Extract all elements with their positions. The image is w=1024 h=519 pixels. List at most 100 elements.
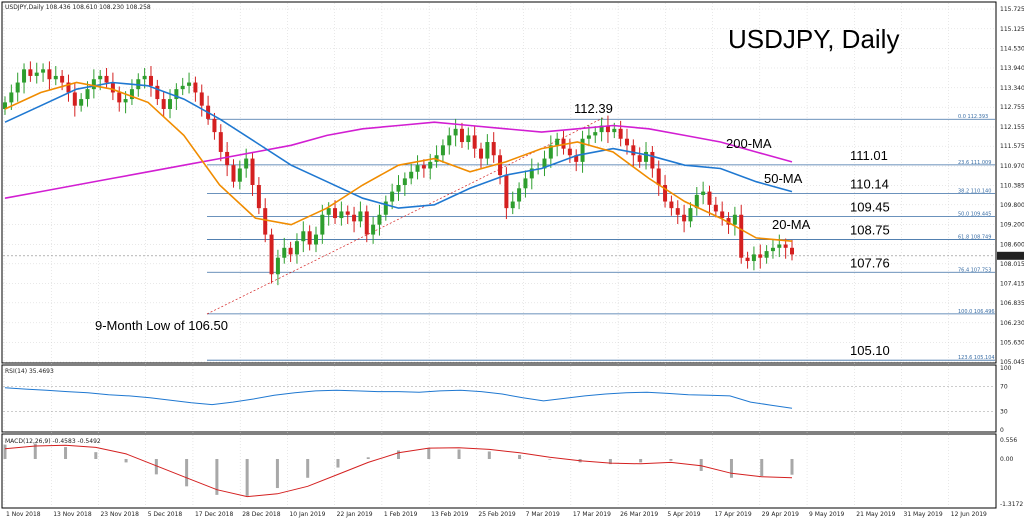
- candle-body: [624, 138, 629, 146]
- candle-body: [790, 247, 794, 255]
- candle-body: [117, 92, 122, 103]
- x-tick-label: 25 Feb 2019: [478, 511, 516, 518]
- candle-body: [701, 191, 706, 195]
- candle-body: [28, 69, 33, 76]
- candle-body: [72, 92, 77, 106]
- candle-body: [263, 208, 268, 235]
- candle-body: [256, 185, 261, 209]
- rsi-tick-label: 100: [1000, 365, 1012, 372]
- high-label: 112.39: [574, 101, 613, 116]
- y-tick-label: 112.755: [1000, 104, 1024, 111]
- candlesticks: [3, 61, 794, 286]
- candle-body: [434, 155, 439, 162]
- macd-title: MACD(12,26,9) -0.4583 -0.5492: [5, 438, 101, 445]
- chart-title: USDJPY, Daily: [728, 24, 899, 54]
- candle-body: [98, 75, 103, 80]
- macd-panel-frame: [1, 433, 997, 509]
- x-tick-label: 17 Mar 2019: [573, 511, 611, 518]
- candle-body: [491, 142, 496, 156]
- candle-body: [440, 145, 445, 156]
- candle-body: [282, 247, 287, 258]
- rsi-tick-label: 0: [1000, 427, 1004, 434]
- candle-body: [644, 151, 649, 162]
- x-tick-label: 12 Jun 2019: [951, 511, 987, 518]
- candle-body: [726, 218, 731, 225]
- candle-body: [301, 231, 306, 242]
- candle-body: [168, 99, 173, 109]
- y-tick-label: 108.600: [1000, 241, 1024, 248]
- macd-bar: [608, 458, 612, 465]
- grid-lines: [3, 3, 995, 507]
- y-tick-label: 115.725: [1000, 6, 1024, 13]
- y-tick-label: 111.575: [1000, 143, 1024, 150]
- candle-body: [22, 69, 27, 83]
- y-tick-label: 109.800: [1000, 202, 1024, 209]
- candle-body: [447, 135, 452, 146]
- candle-body: [129, 89, 134, 100]
- candle-body: [390, 191, 395, 202]
- rsi-title: RSI(14) 35.4693: [5, 368, 54, 375]
- candle-body: [561, 138, 566, 149]
- macd-indicator: 0.556 0.00 -1.3172: [3, 437, 1023, 508]
- candle-body: [466, 135, 471, 143]
- fib-ratio-label: 50.0 109.445: [958, 211, 991, 217]
- candle-body: [187, 82, 192, 86]
- y-axis-labels: 115.725 115.125 114.530 113.940 113.340 112.7…: [997, 6, 1024, 366]
- macd-bar: [33, 443, 37, 459]
- macd-signal-line: [4, 444, 793, 498]
- ma-line: [4, 81, 793, 209]
- low-label: 9-Month Low of 106.50: [95, 318, 228, 333]
- x-tick-label: 26 Mar 2019: [620, 511, 658, 518]
- candle-body: [218, 132, 223, 152]
- macd-bar: [427, 448, 431, 459]
- candle-body: [9, 92, 14, 103]
- ma50-label: 50-MA: [764, 171, 803, 186]
- x-tick-label: 13 Feb 2019: [431, 511, 469, 518]
- macd-tick-label: 0.556: [1000, 437, 1017, 444]
- candle-body: [352, 214, 357, 222]
- x-tick-label: 10 Jan 2019: [289, 511, 325, 518]
- macd-bar: [487, 451, 491, 459]
- candle-body: [415, 165, 420, 172]
- candle-body: [174, 89, 179, 100]
- macd-tick-label: 0.00: [1000, 456, 1014, 463]
- candle-body: [85, 89, 90, 100]
- y-tick-label: 110.385: [1000, 183, 1024, 190]
- candle-body: [523, 178, 528, 189]
- fib-level-label: 110.14: [850, 177, 889, 192]
- x-tick-label: 17 Apr 2019: [715, 511, 752, 518]
- macd-bar: [669, 458, 673, 461]
- current-price-tag: [997, 251, 1024, 260]
- candle-body: [91, 79, 96, 90]
- candle-body: [586, 135, 591, 139]
- candle-body: [555, 138, 560, 146]
- y-tick-label: 109.200: [1000, 222, 1024, 229]
- candle-body: [409, 171, 414, 179]
- fib-level-label: 111.01: [850, 148, 888, 163]
- candle-body: [104, 75, 109, 83]
- x-tick-label: 9 May 2019: [809, 511, 844, 518]
- macd-bar: [94, 452, 98, 459]
- macd-bar: [3, 444, 7, 459]
- candle-body: [320, 214, 325, 235]
- macd-bar: [518, 454, 522, 459]
- candle-body: [161, 99, 166, 109]
- candle-body: [3, 102, 7, 109]
- candle-body: [542, 158, 547, 169]
- candle-body: [713, 204, 718, 212]
- candle-body: [155, 85, 160, 100]
- candle-body: [618, 128, 623, 139]
- y-tick-label: 105.045: [1000, 359, 1024, 366]
- candle-body: [504, 175, 509, 209]
- candle-body: [707, 191, 712, 205]
- y-tick-label: 110.970: [1000, 163, 1024, 170]
- fib-ratio-label: 23.6 111.009: [958, 160, 991, 166]
- fib-ratio-label: 76.4 107.753: [958, 267, 991, 273]
- candle-body: [275, 257, 280, 275]
- y-tick-label: 112.155: [1000, 124, 1024, 131]
- candle-body: [142, 75, 147, 80]
- candle-body: [770, 247, 775, 252]
- candle-body: [663, 185, 668, 202]
- candle-body: [307, 231, 312, 245]
